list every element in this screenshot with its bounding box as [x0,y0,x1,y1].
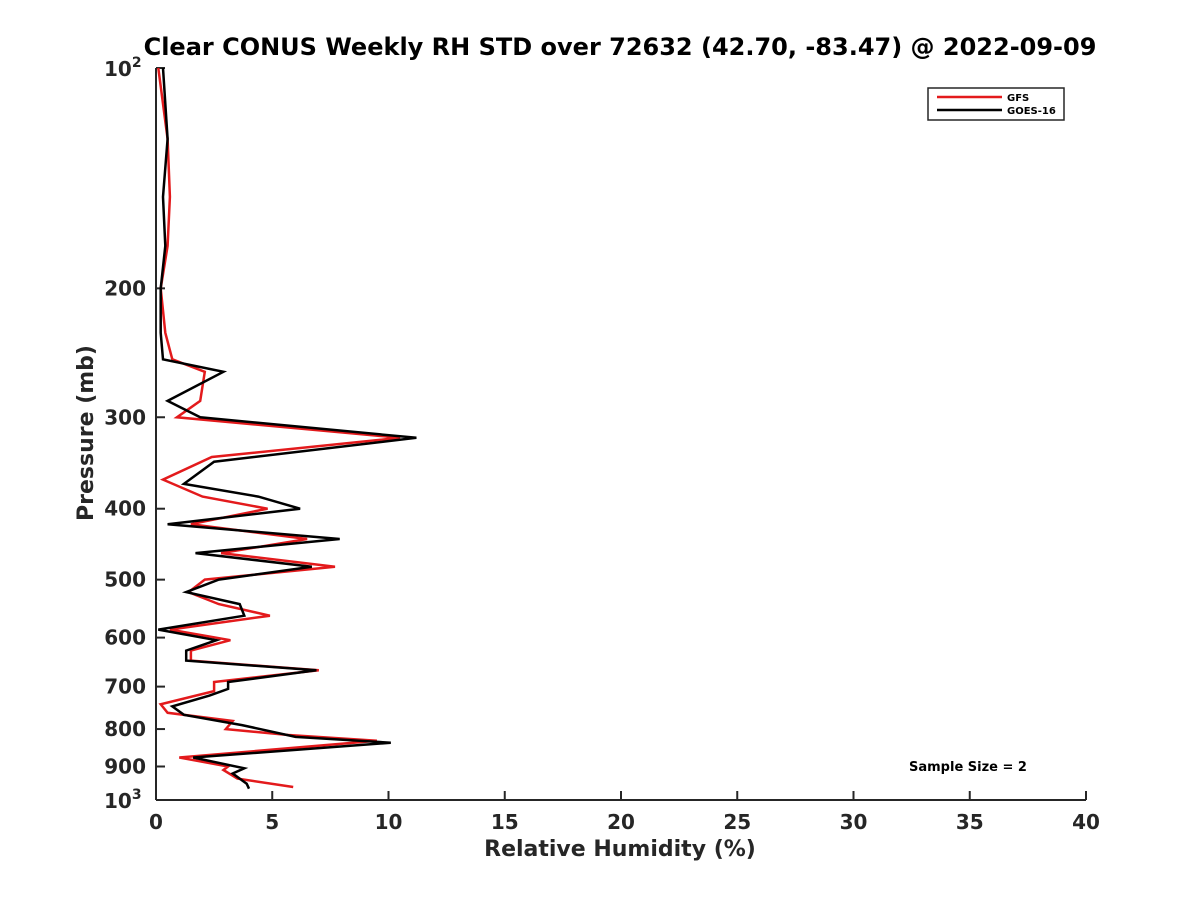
y-axis-label: Pressure (mb) [74,345,99,521]
legend-label: GFS [1007,93,1029,104]
plot-axes [155,68,1086,801]
x-tick-label: 15 [491,810,519,834]
x-tick-label: 25 [723,810,751,834]
y-tick-label: 103 [104,787,142,813]
legend-label: GOES-16 [1007,106,1056,117]
x-tick-label: 10 [375,810,403,834]
y-tick-exponent: 3 [132,787,142,803]
chart-title: Clear CONUS Weekly RH STD over 72632 (42… [144,33,1097,61]
y-tick-label: 200 [104,276,146,300]
y-tick-label: 900 [104,755,146,779]
x-tick-label: 30 [840,810,868,834]
x-tick-label: 40 [1072,810,1100,834]
sample-size-annotation: Sample Size = 2 [909,760,1027,775]
y-tick-label: 700 [104,675,146,699]
x-tick-label: 5 [265,810,279,834]
x-tick-label: 20 [607,810,635,834]
x-tick-label: 35 [956,810,984,834]
y-tick-label: 600 [104,626,146,650]
y-tick-exponent: 2 [132,55,142,71]
y-tick-label: 300 [104,405,146,429]
x-tick-label: 0 [149,810,163,834]
legend-box [927,87,1065,121]
y-tick-label: 400 [104,497,146,521]
data-lines [157,67,417,790]
y-tick-label: 800 [104,717,146,741]
series-line-goes-16 [158,67,417,790]
axis-ticks: 0 5 10 15 20 25 30 35 40 102 200 300 400 500 600 700 800… [104,55,1100,834]
legend: GFS GOES-16 [927,87,1065,121]
x-axis-label: Relative Humidity (%) [484,837,756,862]
series-line-gfs [157,67,401,789]
y-tick-label: 500 [104,568,146,592]
y-tick-label: 102 [104,55,142,81]
